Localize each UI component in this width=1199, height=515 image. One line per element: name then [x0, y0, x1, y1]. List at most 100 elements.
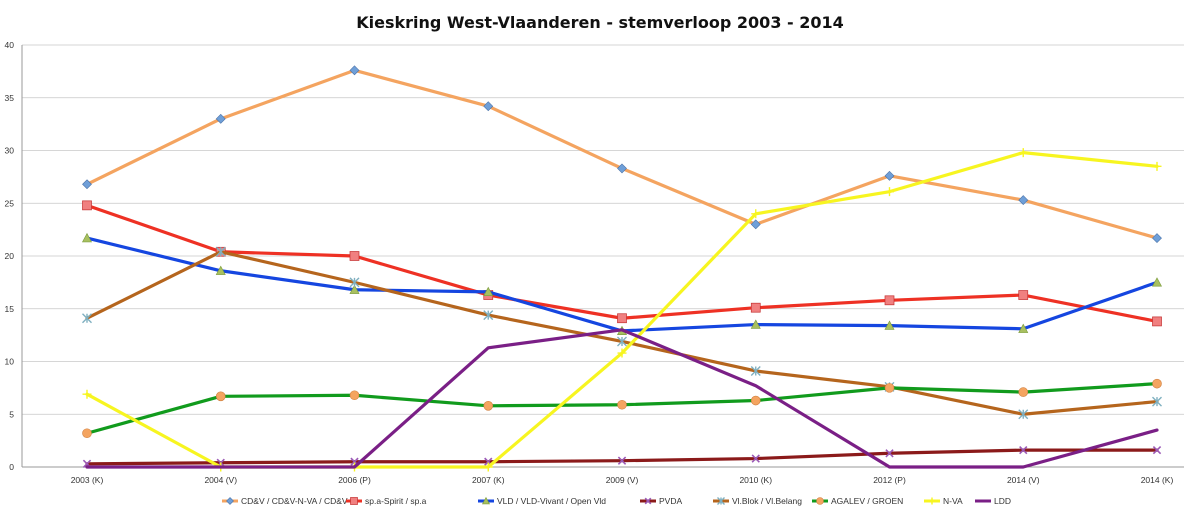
- data-point: [483, 462, 493, 472]
- series-line: [85, 151, 1159, 469]
- x-tick-label: 2012 (P): [873, 475, 906, 485]
- y-tick-label: 0: [9, 462, 14, 472]
- x-tick-label: 2003 (K): [71, 475, 104, 485]
- data-point: [617, 348, 627, 358]
- data-point: [750, 395, 761, 406]
- y-tick-label: 40: [5, 40, 15, 50]
- legend-label: sp.a-Spirit / sp.a: [365, 496, 427, 506]
- data-point: [483, 286, 494, 296]
- data-point: [81, 232, 93, 243]
- y-tick-label: 20: [5, 251, 15, 261]
- data-point: [884, 320, 895, 330]
- legend-marker: [644, 497, 652, 505]
- series-layer: [81, 65, 1163, 472]
- data-point: [215, 391, 226, 402]
- data-point: [483, 310, 494, 321]
- legend: CD&V / CD&V-N-VA / CD&V sp.a-Spirit / sp.…: [222, 496, 1011, 506]
- y-tick-label: 25: [5, 198, 15, 208]
- data-point: [1152, 233, 1162, 243]
- legend-marker: [350, 497, 358, 505]
- x-tick-label: 2007 (K): [472, 475, 505, 485]
- legend-item: AGALEV / GROEN: [812, 496, 903, 506]
- data-point: [617, 399, 627, 410]
- legend-item: PVDA: [640, 496, 682, 506]
- x-tick-label: 2014 (V): [1007, 475, 1040, 485]
- data-point: [1018, 148, 1028, 158]
- data-point: [1018, 387, 1029, 397]
- legend-label: VLD / VLD-Vivant / Open Vld: [497, 496, 606, 506]
- y-tick-label: 30: [5, 146, 15, 156]
- data-point: [885, 449, 894, 458]
- data-point: [1151, 277, 1163, 287]
- data-point: [82, 389, 92, 399]
- legend-item: sp.a-Spirit / sp.a: [346, 496, 427, 506]
- legend-label: PVDA: [659, 496, 682, 506]
- y-tick-label: 15: [5, 304, 15, 314]
- legend-marker: [481, 496, 491, 505]
- data-point: [215, 246, 226, 257]
- data-point: [751, 209, 761, 219]
- x-tick-label: 2006 (P): [338, 475, 371, 485]
- data-point: [884, 170, 895, 181]
- data-point: [1019, 445, 1028, 455]
- series-line: [85, 203, 1159, 324]
- legend-item: CD&V / CD&V-N-VA / CD&V: [222, 496, 348, 506]
- series-0: [82, 65, 1162, 243]
- data-point: [617, 336, 627, 347]
- data-point: [1018, 409, 1029, 420]
- legend-item: VLD / VLD-Vivant / Open Vld: [478, 496, 606, 506]
- data-point: [884, 295, 895, 306]
- data-point: [82, 200, 92, 211]
- series-1: [82, 200, 1162, 327]
- data-point: [1152, 161, 1162, 171]
- legend-marker: [717, 497, 725, 505]
- x-tick-label: 2014 (K): [1141, 475, 1174, 485]
- legend-marker: [226, 497, 234, 505]
- chart-title: Kieskring West-Vlaanderen - stemverloop …: [356, 13, 844, 32]
- data-point: [1152, 378, 1162, 389]
- data-point: [617, 163, 627, 174]
- data-point: [617, 313, 627, 324]
- data-point: [483, 401, 494, 411]
- data-point: [349, 65, 360, 76]
- data-point: [483, 101, 494, 112]
- data-point: [349, 390, 360, 401]
- data-point: [1018, 195, 1029, 206]
- data-point: [750, 302, 761, 313]
- axis-layer: 0 5 10 15 20 25 30 35 40 2003 (K) 2004 (V) 2006 (P)…: [5, 40, 1174, 485]
- y-tick-label: 35: [5, 93, 15, 103]
- legend-marker: [816, 497, 824, 505]
- data-point: [750, 319, 761, 329]
- data-point: [349, 277, 360, 288]
- series-7: [85, 328, 1159, 469]
- data-point: [1152, 396, 1162, 407]
- x-tick-label: 2010 (K): [739, 475, 772, 485]
- data-point: [215, 113, 226, 124]
- data-point: [1152, 316, 1162, 327]
- data-point: [349, 251, 360, 261]
- legend-label: Vl.Blok / Vl.Belang: [732, 496, 802, 506]
- legend-label: AGALEV / GROEN: [831, 496, 903, 506]
- legend-item: N-VA: [924, 496, 963, 506]
- data-point: [750, 366, 761, 376]
- series-5: [82, 378, 1162, 439]
- data-point: [1152, 445, 1162, 455]
- data-point: [617, 456, 627, 465]
- series-line: [85, 68, 1159, 240]
- y-tick-label: 5: [9, 409, 14, 419]
- data-point: [215, 265, 226, 275]
- data-point: [349, 284, 360, 294]
- data-point: [750, 219, 761, 230]
- data-point: [885, 187, 894, 197]
- series-line: [85, 328, 1159, 469]
- data-point: [751, 454, 760, 463]
- x-tick-label: 2009 (V): [606, 475, 639, 485]
- legend-item: Vl.Blok / Vl.Belang: [713, 496, 802, 506]
- data-point: [1018, 290, 1029, 300]
- legend-marker: [928, 497, 936, 505]
- data-point: [82, 428, 92, 439]
- legend-label: N-VA: [943, 496, 963, 506]
- data-point: [82, 313, 92, 324]
